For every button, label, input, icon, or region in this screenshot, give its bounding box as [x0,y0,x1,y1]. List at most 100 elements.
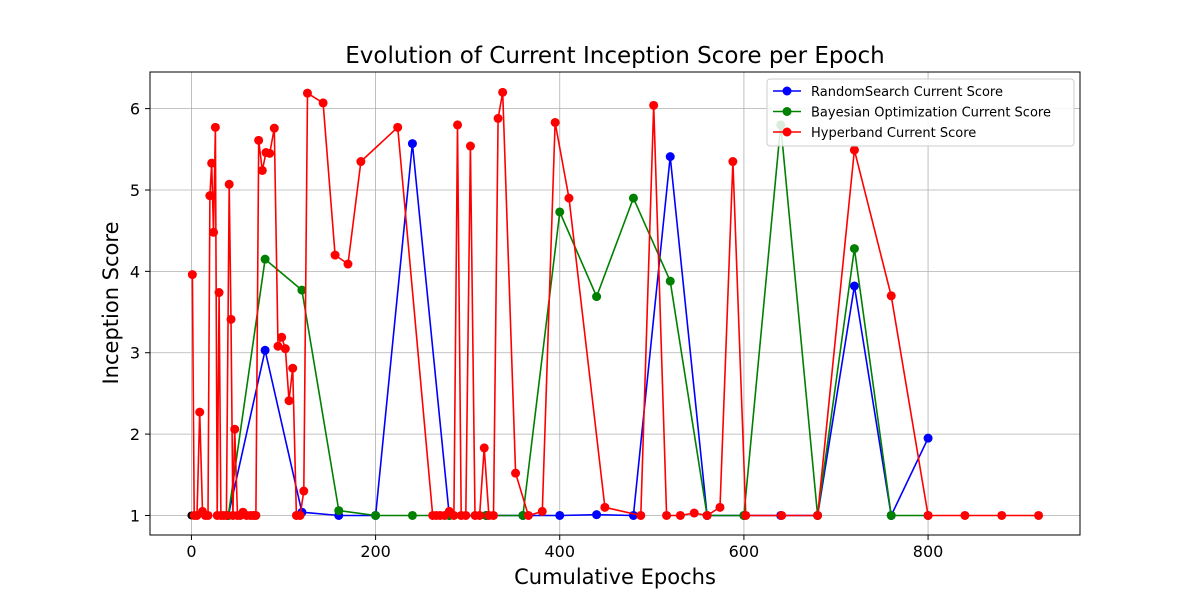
data-point [555,510,565,520]
legend-label: RandomSearch Current Score [811,85,1003,100]
legend-box [766,78,1075,147]
data-point [689,508,699,518]
data-point [330,250,340,260]
data-point [449,510,459,520]
data-point [393,122,403,132]
data-point [600,502,610,512]
data-point [564,193,574,203]
data-point [299,486,309,496]
data-point [297,285,307,295]
data-point [207,158,217,168]
data-point [813,510,823,520]
legend-label: Bayesian Optimization Current Score [811,106,1051,121]
series-line [227,124,929,517]
y-tick-label: 3 [130,344,140,363]
data-point [277,332,287,342]
data-point [1034,510,1044,520]
y-tick-label: 2 [130,425,140,444]
x-tick-label: 200 [360,542,391,561]
x-axis-label: Cumulative Epochs [514,565,716,589]
data-point [592,292,602,302]
data-point [849,244,859,254]
data-point [224,179,234,189]
legend-marker [782,86,792,96]
data-point [675,510,685,520]
data-point [511,468,521,478]
data-point [195,407,205,417]
data-point [371,510,381,520]
data-point [214,288,224,298]
data-point [407,139,417,149]
data-point [662,510,672,520]
data-point [636,510,646,520]
data-point [284,396,294,406]
data-point [741,510,751,520]
data-point [537,506,547,516]
data-point [923,433,933,443]
data-point [461,510,471,520]
legend-marker [782,107,792,116]
data-point [453,120,463,130]
data-point [288,363,298,373]
data-point [226,314,236,324]
data-point [475,510,485,520]
x-tick-label: 600 [729,542,760,561]
data-point [273,341,283,351]
series-layer [187,87,1044,520]
legend-item-2: Bayesian Optimization Current Score [773,106,1051,121]
data-point [665,276,675,286]
data-point [465,141,475,151]
x-tick-label: 0 [186,542,196,561]
y-tick-label: 6 [130,100,140,119]
data-point [479,443,489,453]
data-point [302,88,312,98]
data-point [407,510,417,520]
data-point [555,207,565,217]
x-tick-label: 400 [544,542,575,561]
data-point [523,510,533,520]
data-point [849,281,859,291]
data-point [295,510,305,520]
x-tick-label: 800 [913,542,944,561]
y-tick-label: 4 [130,262,140,281]
data-point [221,510,231,520]
data-point [203,510,213,520]
data-point [550,117,560,127]
data-point [777,510,787,520]
data-point [665,152,675,162]
data-point [187,270,197,280]
data-point [849,145,859,155]
data-point [230,424,240,434]
data-point [493,113,503,123]
data-point [254,135,264,145]
data-point [251,510,261,520]
data-point [728,157,738,167]
legend-marker [782,127,792,137]
legend: RandomSearch Current Score Bayesian Optim… [766,78,1075,147]
data-point [280,344,290,354]
legend-item-3: Hyperband Current Score [773,126,976,141]
legend-label: Hyperband Current Score [811,126,976,141]
data-point [205,191,215,201]
series-3 [187,87,1044,520]
data-point [649,100,659,110]
data-point [592,510,602,520]
data-point [488,510,498,520]
data-point [702,510,712,520]
data-point [260,345,270,355]
plot-frame [149,71,1081,536]
data-point [628,193,638,203]
data-point [886,291,896,301]
y-tick-label: 1 [130,506,140,525]
data-point [960,510,970,520]
data-point [318,98,328,108]
data-point [886,510,896,520]
data-point [356,157,366,167]
legend-item-1: RandomSearch Current Score [773,85,1003,100]
data-point [923,510,933,520]
data-point [269,123,279,133]
data-point [257,165,267,175]
chart-title: Evolution of Current Inception Score per… [345,43,885,69]
y-axis-label: Inception Score [99,221,123,384]
